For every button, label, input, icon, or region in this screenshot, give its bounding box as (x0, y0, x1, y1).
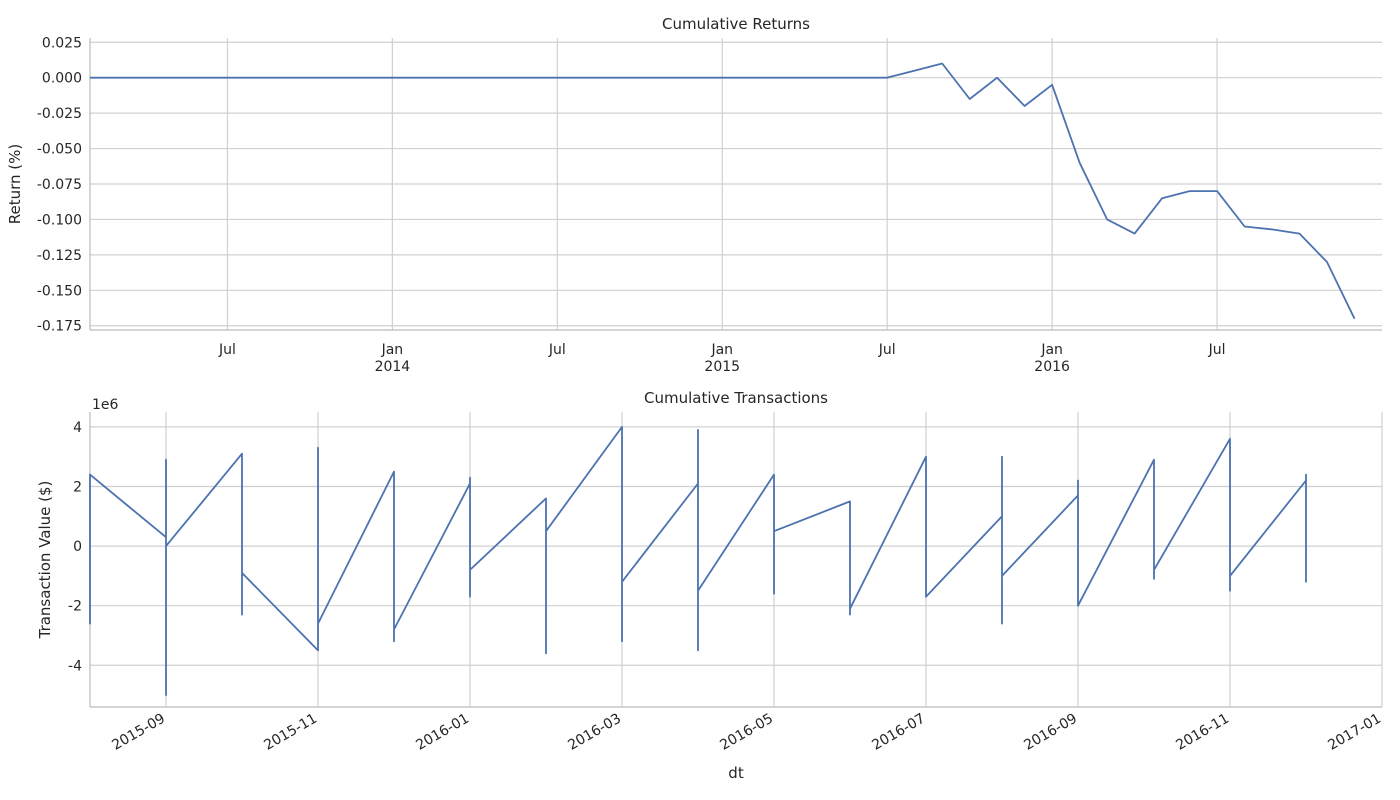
y-tick-label: 0.025 (42, 35, 82, 51)
y-tick-label: -0.050 (37, 142, 82, 158)
x-tick-label: 2015-11 (261, 711, 320, 754)
y-tick-label: -0.125 (37, 248, 82, 264)
x-tick-label: Jul (878, 342, 896, 358)
y-axis-label: Return (%) (6, 144, 24, 225)
y-tick-label: 2 (73, 479, 82, 495)
y-tick-label: -0.150 (37, 283, 82, 299)
x-tick-label: 2016-01 (413, 711, 472, 754)
y-tick-label: 0.000 (42, 71, 82, 87)
x-tick-label: Jan 2015 (704, 342, 740, 375)
x-tick-label: 2017-01 (1325, 711, 1384, 754)
x-tick-label: Jan 2014 (375, 342, 411, 375)
x-tick-label: 2016-05 (717, 711, 776, 754)
y-offset-label: 1e6 (92, 397, 119, 413)
y-tick-label: 4 (73, 420, 82, 436)
x-tick-label: Jul (218, 342, 236, 358)
y-axis-label: Transaction Value ($) (36, 481, 54, 640)
x-tick-label: Jul (548, 342, 566, 358)
chart-title: Cumulative Returns (662, 15, 810, 33)
x-tick-label: 2016-09 (1021, 711, 1080, 754)
y-tick-label: -2 (68, 599, 82, 615)
x-axis-label: dt (728, 764, 744, 782)
x-tick-label: 2016-07 (869, 711, 928, 754)
y-tick-label: -0.100 (37, 212, 82, 228)
y-tick-label: -4 (68, 658, 82, 674)
y-tick-label: 0 (73, 539, 82, 555)
line-series (90, 62, 1356, 320)
x-tick-label: Jan 2016 (1034, 342, 1070, 375)
line-series (89, 426, 1307, 696)
x-tick-label: 2016-03 (565, 711, 624, 754)
chart-title: Cumulative Transactions (644, 389, 828, 407)
y-tick-label: -0.075 (37, 177, 82, 193)
x-tick-label: 2016-11 (1173, 711, 1232, 754)
y-tick-label: -0.025 (37, 106, 82, 122)
x-tick-label: 2015-09 (109, 711, 168, 754)
y-tick-label: -0.175 (37, 319, 82, 335)
x-tick-label: Jul (1208, 342, 1226, 358)
